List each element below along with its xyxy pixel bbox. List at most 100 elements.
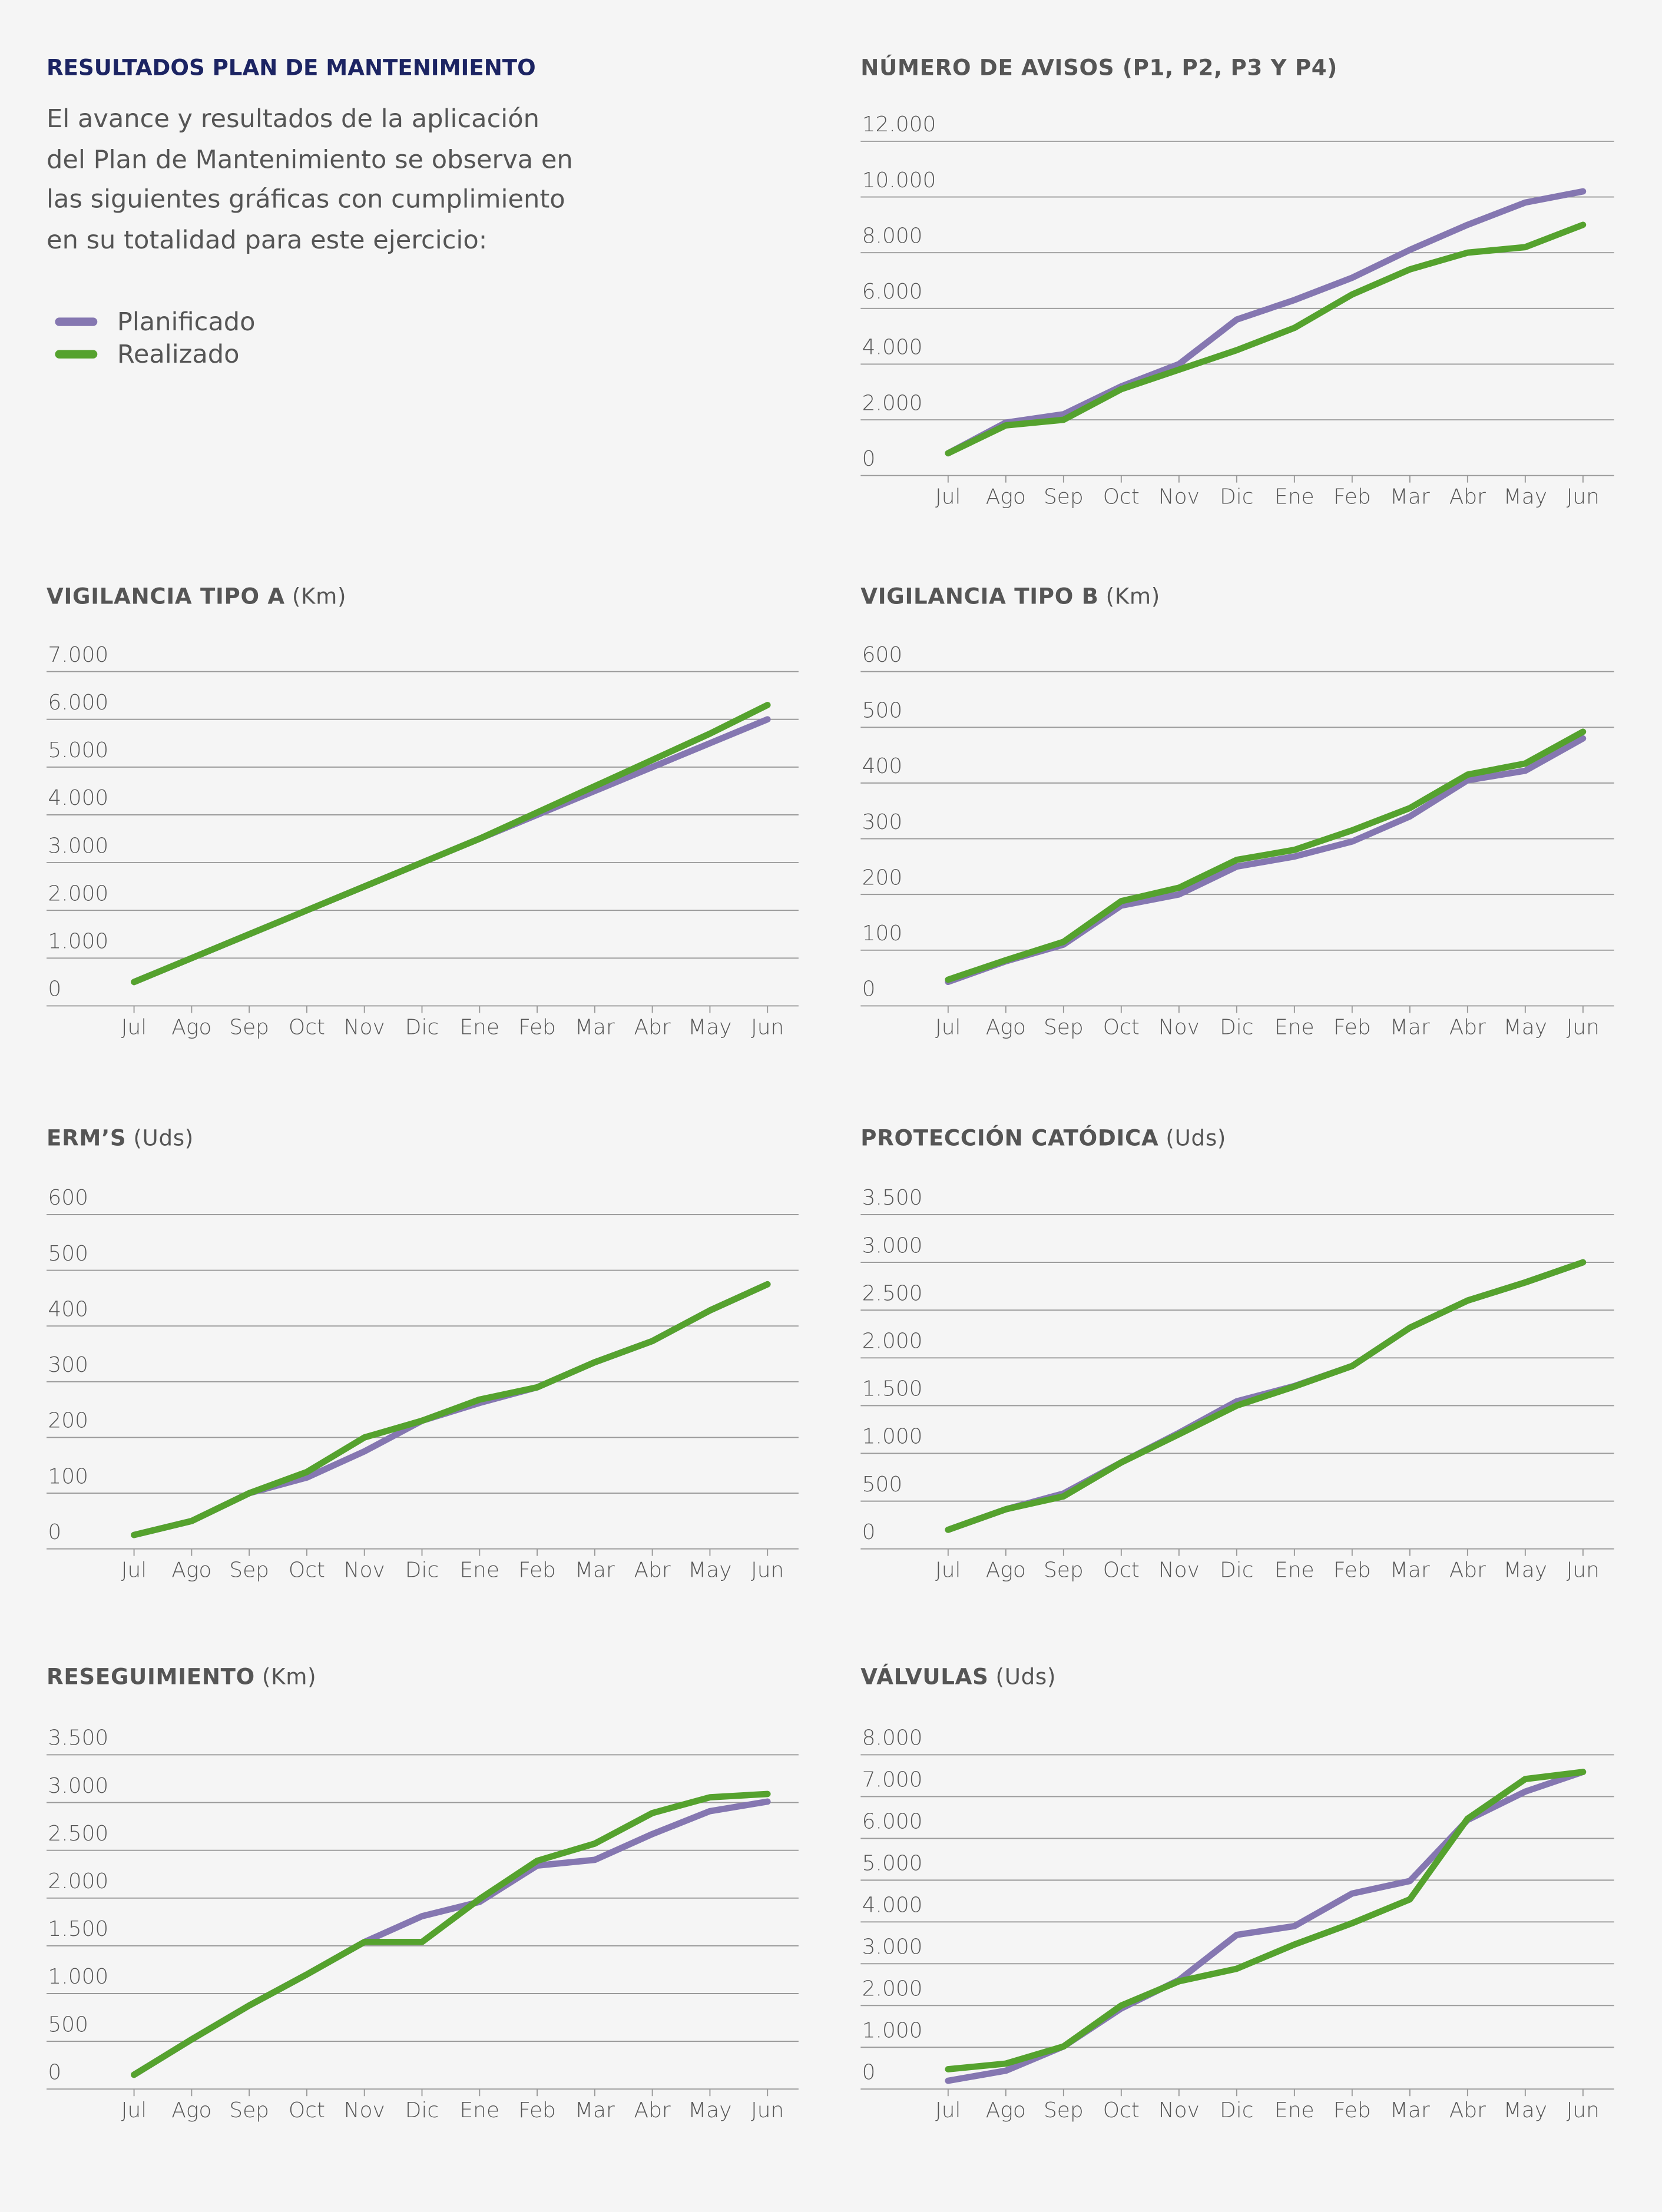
series-line bbox=[131, 1281, 771, 1538]
chart-unit: (Uds) bbox=[133, 1126, 194, 1151]
chart-title: VÁLVULAS (Uds) bbox=[860, 1664, 1056, 1690]
x-tick-label: Jun bbox=[1567, 2098, 1600, 2123]
x-tick-label: May bbox=[1504, 485, 1547, 509]
y-tick-label: 0 bbox=[48, 977, 61, 1001]
x-tick-label: Feb bbox=[1333, 1015, 1371, 1039]
series-line bbox=[945, 1769, 1587, 2072]
y-tick-label: 3.500 bbox=[48, 1726, 108, 1750]
y-tick-label: 0 bbox=[862, 977, 876, 1001]
chart-title-text: NÚMERO DE AVISOS (P1, P2, P3 Y P4) bbox=[860, 54, 1337, 80]
chart-title: NÚMERO DE AVISOS (P1, P2, P3 Y P4) bbox=[860, 54, 1337, 80]
x-tick-label: Jul bbox=[935, 2098, 961, 2123]
x-tick-label: Jul bbox=[935, 1015, 961, 1039]
y-tick-label: 7.000 bbox=[862, 1768, 923, 1792]
y-tick-label: 200 bbox=[862, 865, 903, 890]
x-tick-label: Sep bbox=[1044, 2098, 1084, 2123]
x-tick-label: Oct bbox=[289, 2098, 325, 2123]
chart-title-text: PROTECCIÓN CATÓDICA bbox=[860, 1125, 1158, 1151]
chart-title: VIGILANCIA TIPO A (Km) bbox=[47, 584, 346, 609]
y-tick-label: 400 bbox=[862, 754, 903, 778]
intro-line: las siguientes gráficas con cumplimiento bbox=[47, 185, 565, 214]
x-tick-label: Mar bbox=[575, 2098, 615, 2123]
y-tick-label: 3.000 bbox=[48, 1774, 108, 1798]
y-tick-label: 2.000 bbox=[862, 1977, 923, 2001]
chart-title-text: VÁLVULAS bbox=[860, 1664, 988, 1690]
y-tick-label: 6.000 bbox=[862, 280, 923, 304]
y-tick-label: 1.000 bbox=[862, 1425, 923, 1449]
x-tick-label: Ago bbox=[171, 2098, 211, 2123]
header-title: RESULTADOS PLAN DE MANTENIMIENTO bbox=[47, 55, 536, 80]
x-tick-label: Jun bbox=[751, 2098, 784, 2123]
y-tick-label: 100 bbox=[862, 921, 903, 946]
chart-unit: (Km) bbox=[262, 1664, 316, 1690]
x-tick-label: Nov bbox=[1158, 1558, 1200, 1583]
y-tick-label: 400 bbox=[48, 1297, 88, 1321]
x-tick-label: Nov bbox=[344, 1558, 385, 1583]
series-line bbox=[945, 188, 1587, 457]
intro-line: del Plan de Mantenimiento se observa en bbox=[47, 145, 573, 174]
x-tick-label: Nov bbox=[344, 2098, 385, 2123]
legend-label: Planificado bbox=[117, 307, 256, 337]
x-tick-label: Oct bbox=[1103, 1015, 1140, 1039]
y-tick-label: 1.500 bbox=[48, 1917, 108, 1941]
y-tick-label: 2.500 bbox=[862, 1281, 923, 1305]
x-tick-label: Dic bbox=[405, 1558, 439, 1583]
x-tick-label: Abr bbox=[1449, 485, 1486, 509]
y-tick-label: 100 bbox=[48, 1464, 88, 1488]
y-tick-label: 600 bbox=[862, 643, 903, 667]
x-tick-label: May bbox=[688, 2098, 731, 2123]
y-tick-label: 2.500 bbox=[48, 1822, 108, 1846]
x-tick-label: Oct bbox=[1103, 1558, 1140, 1583]
x-tick-label: Feb bbox=[518, 2098, 556, 2123]
x-tick-label: Dic bbox=[1220, 2098, 1253, 2123]
chart-title-text: RESEGUIMIENTO bbox=[47, 1664, 255, 1690]
series-line bbox=[945, 221, 1587, 457]
x-tick-label: Mar bbox=[575, 1015, 615, 1039]
chart-title: ERM’S (Uds) bbox=[47, 1126, 194, 1151]
x-tick-label: Oct bbox=[289, 1558, 325, 1583]
series-line bbox=[131, 702, 771, 986]
x-tick-label: Sep bbox=[1044, 1015, 1084, 1039]
y-tick-label: 0 bbox=[862, 2060, 876, 2084]
y-tick-label: 0 bbox=[862, 447, 876, 471]
x-tick-label: Mar bbox=[1390, 1558, 1430, 1583]
y-tick-label: 500 bbox=[862, 1473, 903, 1497]
x-tick-label: Ago bbox=[986, 2098, 1026, 2123]
x-tick-label: Mar bbox=[575, 1558, 615, 1583]
x-tick-label: Abr bbox=[634, 2098, 671, 2123]
y-tick-label: 8.000 bbox=[862, 224, 923, 248]
x-tick-label: Feb bbox=[1333, 1558, 1371, 1583]
x-tick-label: Dic bbox=[1220, 485, 1253, 509]
x-tick-label: Dic bbox=[405, 1015, 439, 1039]
x-tick-label: Dic bbox=[1220, 1015, 1253, 1039]
x-tick-label: May bbox=[688, 1015, 731, 1039]
y-tick-label: 10.000 bbox=[862, 168, 936, 193]
x-tick-label: May bbox=[1504, 1558, 1547, 1583]
y-tick-label: 2.000 bbox=[862, 1329, 923, 1354]
y-tick-label: 2.000 bbox=[48, 1869, 108, 1893]
y-tick-label: 3.000 bbox=[862, 1233, 923, 1258]
x-tick-label: Jun bbox=[1567, 485, 1600, 509]
x-tick-label: Dic bbox=[405, 2098, 439, 2123]
chart-title: RESEGUIMIENTO (Km) bbox=[47, 1664, 316, 1690]
x-tick-label: Jun bbox=[1567, 1015, 1600, 1039]
y-tick-label: 0 bbox=[48, 1520, 61, 1544]
y-tick-label: 1.500 bbox=[862, 1377, 923, 1401]
x-tick-label: Jun bbox=[751, 1015, 784, 1039]
x-tick-label: Nov bbox=[1158, 2098, 1200, 2123]
y-tick-label: 1.000 bbox=[862, 2018, 923, 2042]
y-tick-label: 300 bbox=[48, 1353, 88, 1377]
y-tick-label: 200 bbox=[48, 1409, 88, 1433]
chart-title: VIGILANCIA TIPO B (Km) bbox=[860, 584, 1160, 609]
y-tick-label: 5.000 bbox=[862, 1852, 923, 1876]
x-tick-label: Jul bbox=[121, 2098, 147, 2123]
chart-title-text: VIGILANCIA TIPO B bbox=[860, 584, 1098, 609]
x-tick-label: Mar bbox=[1390, 485, 1430, 509]
x-tick-label: Jul bbox=[121, 1558, 147, 1583]
x-tick-label: May bbox=[1504, 2098, 1547, 2123]
x-tick-label: Feb bbox=[1333, 485, 1371, 509]
x-tick-label: Ene bbox=[1274, 485, 1315, 509]
series-line bbox=[131, 1790, 771, 2078]
